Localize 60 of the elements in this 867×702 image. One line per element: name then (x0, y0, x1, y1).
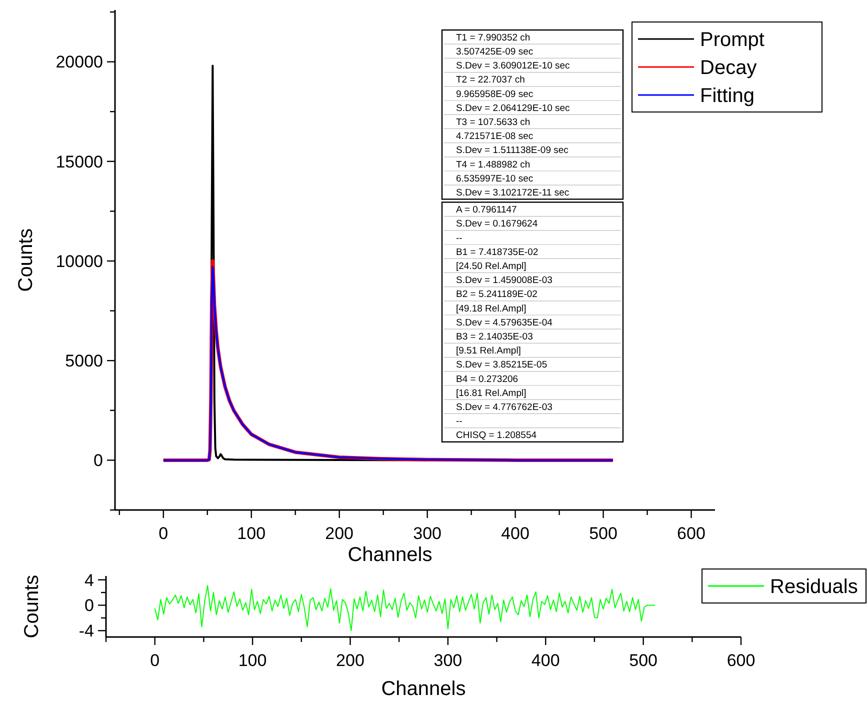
y-tick-label: 10000 (56, 252, 103, 271)
x-tick-label: 300 (413, 524, 442, 543)
line-series (154, 585, 656, 632)
y-tick-label: 0 (84, 596, 94, 616)
annotation: CHISQ = 1.208554 (456, 430, 537, 442)
x-tick-label: 0 (150, 651, 160, 670)
annotation: B3 = 2.14035E-03 (456, 331, 533, 342)
annotation: B2 = 5.241189E-02 (456, 289, 538, 300)
annotation: T4 = 1.488982 ch (456, 159, 530, 170)
annotation: B1 = 7.418735E-02 (456, 246, 538, 258)
annotation: T1 = 7.990352 ch (456, 32, 530, 44)
y-axis-title: Counts (15, 228, 37, 292)
legend-label: Residuals (770, 576, 858, 598)
x-tick-label: 300 (434, 651, 462, 670)
x-tick-label: 600 (726, 651, 756, 670)
annotation: S.Dev = 4.579635E-04 (456, 317, 552, 328)
annotation: S.Dev = 4.776762E-03 (456, 402, 552, 413)
legend-label: Decay (700, 57, 757, 79)
annotation: S.Dev = 0.1679624 (456, 218, 538, 230)
annotation: S.Dev = 2.064129E-10 sec (456, 102, 570, 114)
annotation: S.Dev = 3.609012E-10 sec (456, 60, 570, 72)
annotation: S.Dev = 1.459008E-03 (456, 275, 552, 286)
annotation: [9.51 Rel.Ampl] (456, 346, 521, 357)
x-tick-label: 600 (677, 524, 706, 543)
x-tick-label: 200 (325, 524, 354, 543)
annotation: [24.50 Rel.Ampl] (456, 260, 526, 272)
annotation: B4 = 0.273206 (456, 374, 518, 385)
y-tick-label: 0 (94, 451, 103, 470)
y-tick-label: -4 (78, 622, 94, 641)
annotation: A = 0.7961147 (456, 204, 517, 216)
x-tick-label: 400 (501, 524, 530, 543)
x-tick-label: 500 (629, 651, 658, 670)
annotation: [16.81 Rel.Ampl] (456, 388, 526, 399)
annotation: 4.721571E-08 sec (456, 131, 534, 142)
y-tick-label: 4 (84, 570, 94, 590)
annotation: T3 = 107.5633 ch (456, 116, 530, 128)
annotation: S.Dev = 3.85215E-05 (456, 360, 548, 371)
annotation: 9.965958E-09 sec (456, 88, 534, 100)
annotation: 3.507425E-09 sec (456, 46, 534, 58)
x-tick-label: 400 (531, 651, 560, 670)
x-tick-label: 0 (158, 524, 168, 543)
x-axis-title: Channels (348, 544, 432, 566)
x-tick-label: 200 (336, 651, 364, 670)
annotation: 6.535997E-10 sec (456, 173, 534, 184)
annotation: [49.18 Rel.Ampl] (456, 303, 526, 314)
legend-label: Fitting (700, 85, 754, 107)
y-tick-label: 5000 (65, 352, 103, 371)
x-tick-label: 100 (237, 524, 266, 543)
x-tick-label: 100 (238, 651, 267, 670)
y-tick-label: 15000 (56, 152, 103, 172)
y-tick-label: 20000 (56, 52, 103, 72)
annotation: T2 = 22.7037 ch (456, 74, 525, 86)
annotation: -- (456, 232, 462, 244)
x-axis-title: Channels (381, 678, 466, 700)
x-tick-label: 500 (589, 524, 618, 543)
annotation: -- (456, 416, 462, 428)
annotation: S.Dev = 3.102172E-11 sec (456, 187, 570, 198)
y-axis-title: Counts (21, 574, 43, 638)
annotation: S.Dev = 1.511138E-09 sec (456, 145, 569, 156)
legend-label: Prompt (700, 29, 765, 51)
